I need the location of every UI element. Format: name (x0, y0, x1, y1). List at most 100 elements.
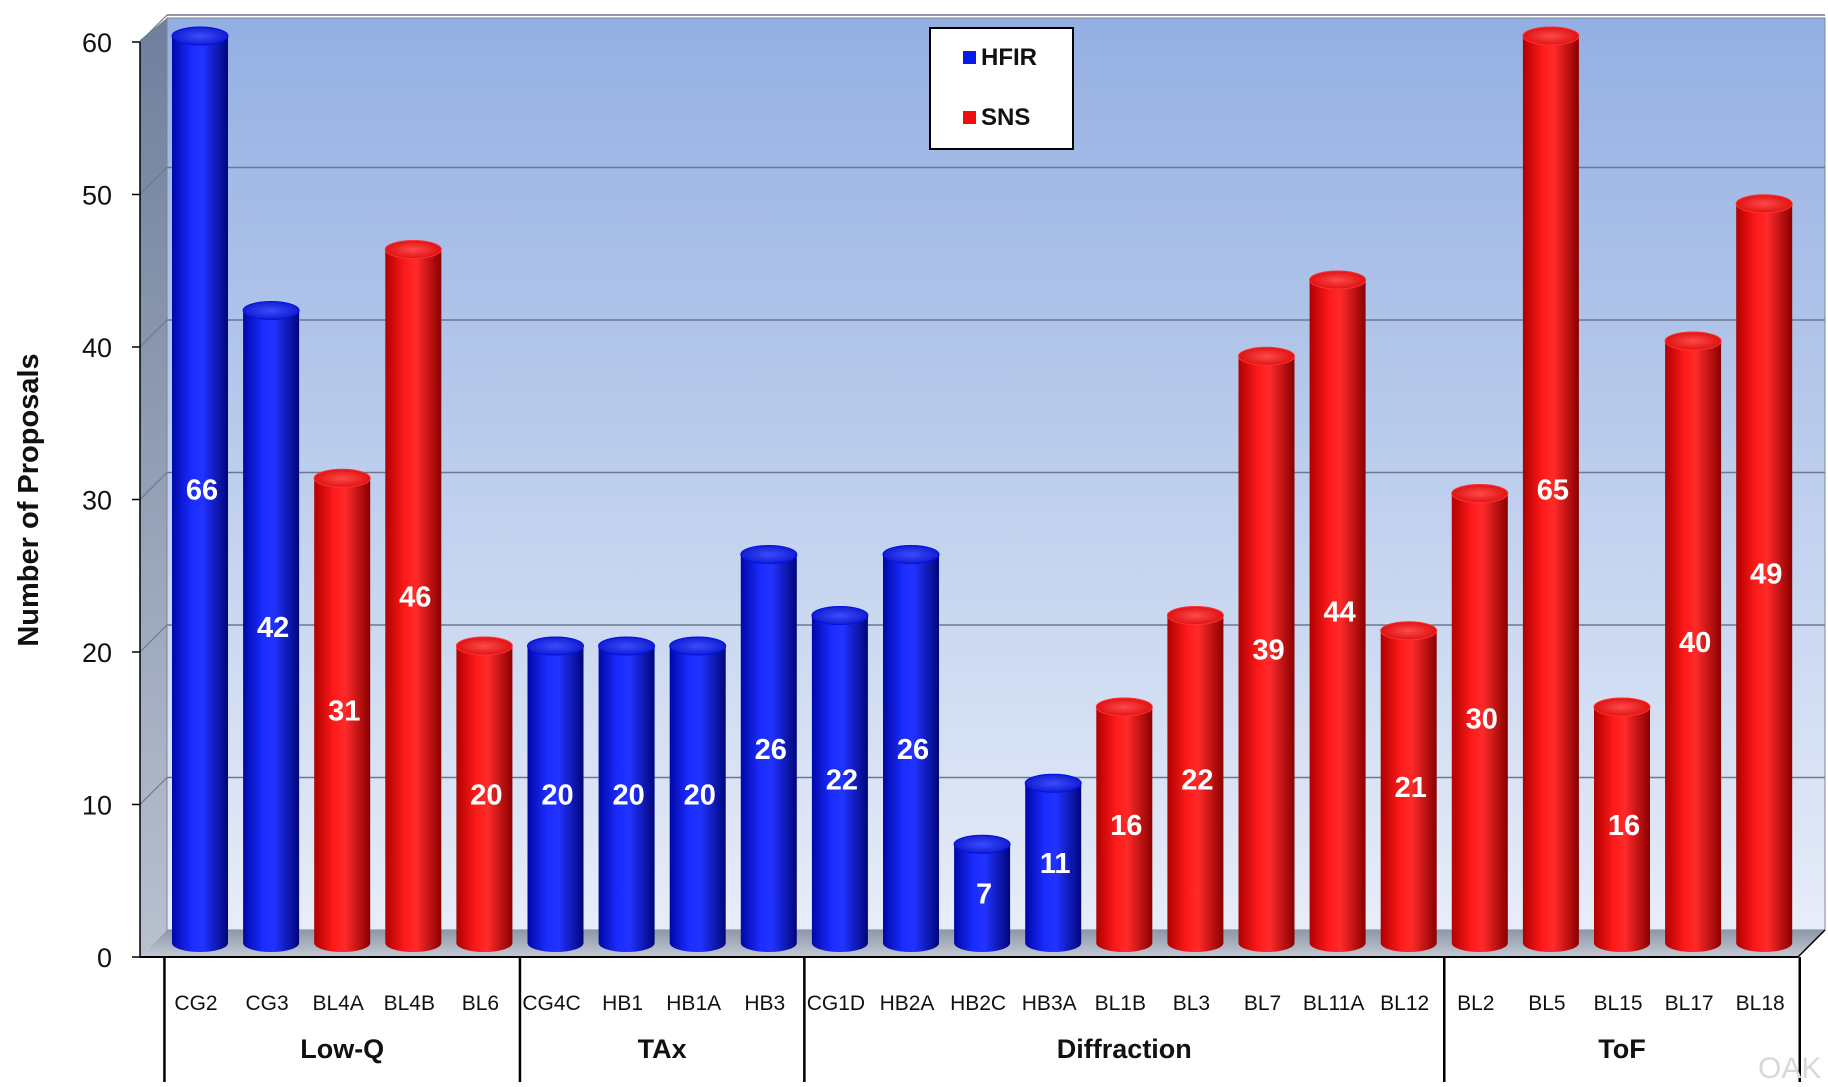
bar-top (1735, 194, 1793, 214)
category-label-hb2a: HB2A (880, 992, 935, 1015)
category-label-cg2: CG2 (174, 992, 217, 1015)
category-label-bl3: BL3 (1173, 992, 1210, 1015)
bar-top (1593, 697, 1651, 717)
bar-top (740, 545, 798, 564)
bar-body (456, 646, 513, 952)
bar-hb1a: 20 (669, 636, 727, 952)
data-label-cg3: 42 (257, 612, 289, 644)
bar-body (740, 554, 797, 952)
gridline-side (139, 472, 168, 500)
data-label-cg1d: 22 (826, 764, 858, 796)
category-label-bl12: BL12 (1380, 992, 1429, 1015)
bar-hb2c: 7 (953, 834, 1011, 952)
y-tick-label: 20 (82, 638, 112, 668)
category-label-bl2: BL2 (1457, 992, 1494, 1015)
bar-top (1309, 270, 1367, 290)
category-label-cg4c: CG4C (522, 992, 580, 1015)
bar-body (1522, 36, 1579, 952)
bar-body (172, 36, 228, 952)
gridline-side (139, 14, 168, 43)
bar-bl12: 21 (1380, 621, 1438, 952)
bar-bl2: 30 (1451, 484, 1509, 952)
bar-body (598, 646, 655, 952)
category-label-hb1: HB1 (602, 992, 643, 1015)
bar-top (811, 606, 869, 625)
category-label-cg1d: CG1D (807, 992, 865, 1015)
category-label-hb3a: HB3A (1022, 992, 1077, 1015)
bar-bl1b: 16 (1095, 697, 1153, 952)
bar-cg4c: 20 (527, 636, 584, 952)
bar-top (527, 636, 584, 656)
bar-body (1309, 280, 1366, 952)
bar-top (1522, 26, 1580, 46)
gridline-side (139, 167, 168, 195)
bar-bl6: 20 (455, 636, 513, 952)
category-label-hb2c: HB2C (950, 992, 1006, 1015)
bar-body (1167, 615, 1224, 952)
bar-body (1736, 203, 1793, 952)
bar-bl3: 22 (1166, 606, 1224, 952)
bar-body (883, 554, 939, 952)
data-label-hb2c: 7 (976, 879, 992, 911)
y-tick-label: 0 (97, 943, 112, 973)
category-label-bl7: BL7 (1244, 992, 1281, 1015)
data-label-bl4a: 31 (328, 696, 360, 728)
bar-body (385, 249, 442, 952)
data-label-bl5: 65 (1537, 475, 1569, 507)
bar-body (1025, 783, 1082, 952)
data-label-bl1b: 16 (1110, 810, 1142, 842)
gridline-side (139, 319, 168, 348)
category-label-hb3: HB3 (744, 992, 785, 1015)
bar-hb1: 20 (598, 636, 656, 952)
bar-body (1380, 630, 1437, 952)
data-label-bl4b: 46 (399, 581, 431, 613)
bar-body (527, 646, 584, 952)
bar-hb2a: 26 (882, 545, 940, 952)
data-label-hb1: 20 (612, 780, 644, 812)
bar-top (1166, 606, 1224, 625)
legend-label-hfir: HFIR (981, 44, 1037, 71)
plot-side-wall (140, 18, 167, 957)
data-label-hb2a: 26 (897, 734, 929, 766)
data-label-bl7: 39 (1252, 635, 1284, 667)
bar-bl11a: 44 (1309, 270, 1367, 952)
bar-top (953, 834, 1011, 854)
bar-top (598, 636, 656, 656)
y-tick-label: 60 (82, 28, 112, 58)
bar-body (1451, 493, 1508, 952)
bar-bl4a: 31 (313, 468, 371, 952)
y-tick-label: 50 (82, 181, 112, 211)
bar-cg1d: 22 (811, 606, 869, 952)
bar-top (242, 301, 300, 320)
watermark-logo: OAK (1758, 1052, 1821, 1082)
bar-top (384, 240, 442, 259)
data-label-bl3: 22 (1181, 764, 1213, 796)
bar-hb3: 26 (740, 545, 798, 952)
bar-top (1664, 331, 1722, 351)
y-tick-label: 40 (82, 333, 112, 363)
bar-top (1238, 346, 1295, 366)
bar-bl15: 16 (1593, 697, 1651, 952)
bar-top (455, 636, 513, 656)
bar-body (243, 310, 300, 952)
y-tick-label: 10 (82, 791, 112, 821)
legend-label-sns: SNS (981, 104, 1030, 131)
bar-bl4b: 46 (384, 240, 442, 952)
bar-top (1451, 484, 1509, 503)
data-label-bl11a: 44 (1323, 597, 1355, 629)
bar-cg2: 66 (171, 26, 229, 952)
category-label-cg3: CG3 (246, 992, 289, 1015)
bar-top (1095, 697, 1153, 717)
bar-bl18: 49 (1735, 194, 1793, 952)
bar-top (313, 468, 371, 488)
data-label-hb3: 26 (755, 734, 787, 766)
category-label-bl11a: BL11A (1303, 992, 1365, 1015)
bar-body (314, 478, 371, 952)
bar-top (171, 26, 229, 46)
group-label-low-q: Low-Q (300, 1034, 384, 1064)
gridline-side (139, 777, 168, 805)
bar-body (1594, 707, 1650, 952)
bar-body (669, 646, 726, 952)
group-label-diffraction: Diffraction (1057, 1034, 1192, 1064)
